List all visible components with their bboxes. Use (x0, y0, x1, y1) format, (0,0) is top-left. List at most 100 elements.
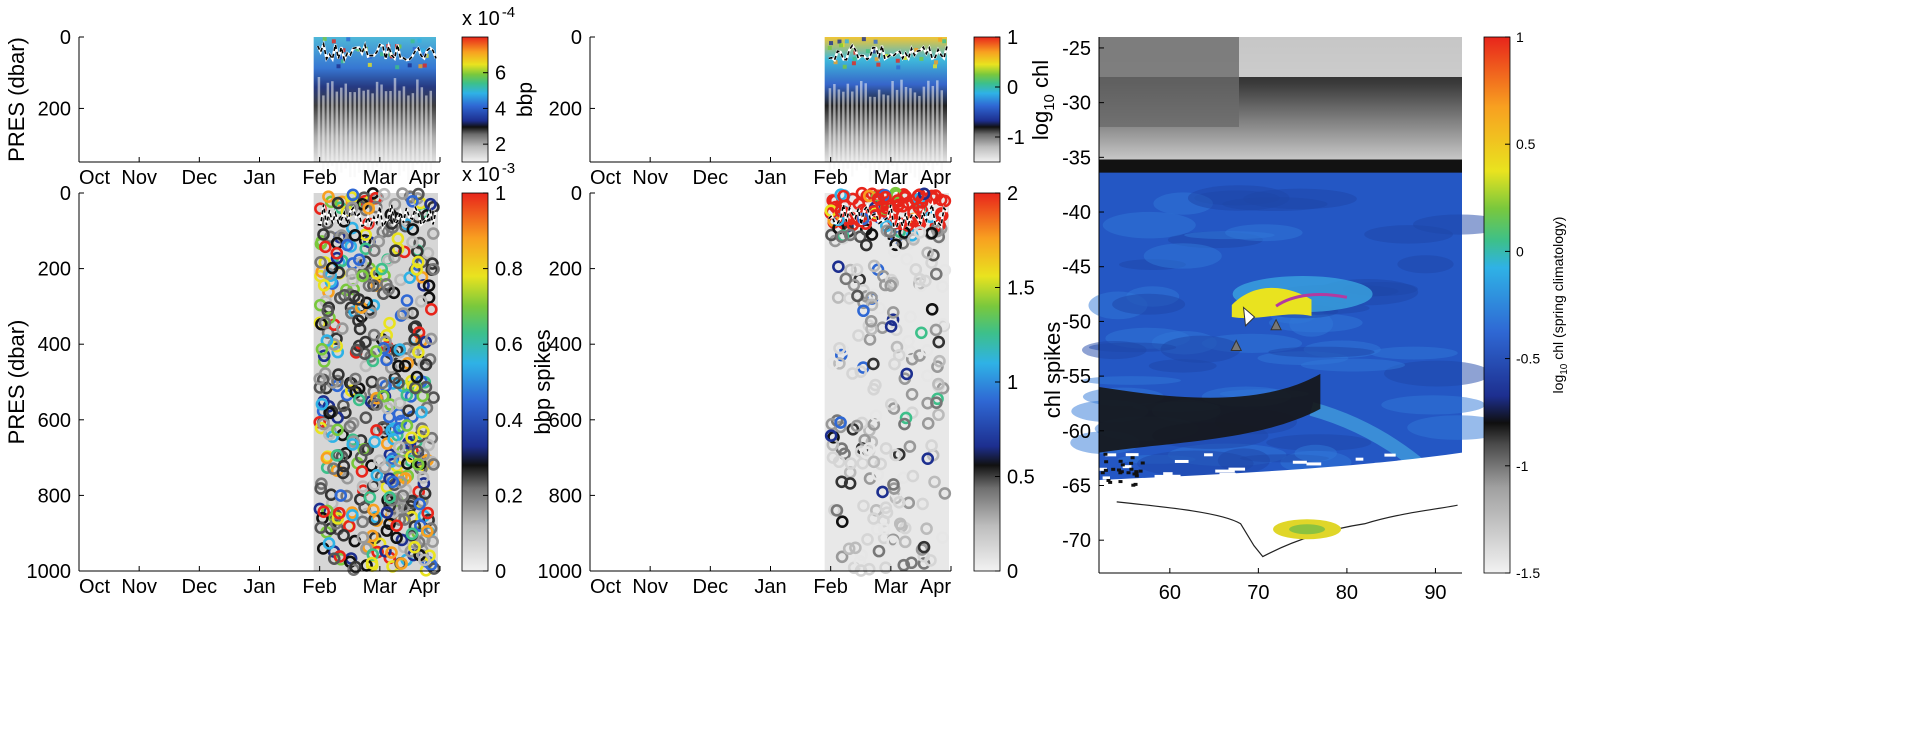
spike-marker (898, 417, 911, 431)
profile-cell (407, 63, 412, 68)
colorbar-tick-label: 1.5 (1007, 278, 1035, 300)
map-speckle (1129, 461, 1134, 465)
spike-marker (865, 228, 879, 241)
spike-marker (330, 246, 344, 260)
spike-marker (855, 548, 868, 562)
spike-marker (319, 240, 332, 254)
colorbar-ramp (461, 36, 489, 163)
map-ice-fleck (1282, 489, 1297, 493)
profile-cell (422, 63, 427, 68)
spike-marker (871, 468, 885, 481)
spike-marker (839, 272, 853, 286)
spike-marker (876, 485, 889, 499)
spike-marker (407, 346, 420, 359)
colorbar-label: bbp (514, 82, 537, 117)
map-speckle (1104, 460, 1109, 464)
profile-gap (362, 90, 365, 176)
spike-marker (412, 345, 425, 359)
spike-marker (915, 326, 928, 340)
x-tick-label: 60 (1159, 582, 1181, 604)
x-tick-label: 80 (1336, 582, 1358, 604)
float-track (1275, 293, 1348, 308)
spike-marker (857, 499, 870, 513)
spike-marker (889, 448, 902, 462)
colorbar-tick-label: 1 (495, 183, 506, 205)
spike-marker (927, 248, 940, 262)
profile-cell (919, 56, 924, 61)
chart-panel-map: -25 -30 -35 -40 -45 -50 -55 -60 -65 -70 60 70 80 90 lo… (1028, 29, 1570, 604)
y-tick-label: -70 (1062, 530, 1091, 552)
spike-marker (867, 357, 880, 371)
spike-marker (350, 343, 364, 357)
spike-marker (936, 280, 949, 293)
spike-marker (342, 519, 356, 533)
spike-marker (886, 306, 900, 319)
spike-marker (370, 424, 383, 437)
spike-marker (826, 357, 840, 370)
profile-gap (402, 86, 406, 172)
spike-marker (412, 187, 425, 201)
colorbar-tick-label: -1 (1007, 127, 1025, 149)
colorbar: 2 4 6 bbp x 10 -4 (461, 4, 537, 163)
spike-marker (314, 256, 327, 269)
y-tick-label: 0 (60, 183, 71, 205)
spike-marker (427, 200, 440, 214)
spike-marker (422, 438, 435, 452)
profile-gap (842, 91, 845, 177)
spike-marker (847, 278, 861, 292)
profile-gap (326, 82, 330, 168)
spike-marker (383, 316, 396, 330)
profile-cell (341, 59, 346, 64)
profile-gap (411, 93, 415, 179)
spike-marker (396, 187, 409, 200)
profile-cell (861, 37, 866, 42)
colorbar-tick-label: 0.8 (495, 259, 523, 281)
spike-marker (863, 442, 876, 455)
map-ocean-texture (1268, 346, 1375, 358)
spike-marker (410, 370, 424, 384)
spike-marker (406, 223, 420, 236)
spike-marker (315, 397, 329, 411)
spike-marker (334, 489, 348, 502)
map-ice-fleck (1450, 455, 1458, 459)
spike-marker (862, 562, 876, 576)
colorbar-tick-label: 0.5 (1516, 136, 1536, 152)
spike-marker (921, 369, 934, 383)
y-tick-label: 0 (571, 27, 582, 49)
x-tick-label: Mar (363, 167, 398, 189)
map-ice-fleck (1384, 453, 1396, 457)
spike-marker (426, 535, 439, 548)
map-speckle (1116, 468, 1121, 472)
spike-marker (849, 541, 862, 555)
spike-marker (427, 458, 440, 471)
spike-marker (331, 196, 345, 210)
x-tick-label: Nov (632, 576, 668, 598)
map-front (1099, 159, 1462, 176)
y-tick-label: -55 (1062, 366, 1091, 388)
x-tick-label: Mar (363, 576, 398, 598)
profile-cell (827, 45, 832, 50)
profile-gap (348, 92, 352, 178)
spike-marker (393, 396, 407, 410)
profile-gap (833, 84, 836, 170)
map-ice-fleck (1122, 465, 1132, 469)
map-ocean-texture (1112, 293, 1186, 315)
spike-marker (367, 299, 381, 312)
colorbar-tick-label: 4 (495, 98, 506, 120)
spike-marker (867, 383, 880, 396)
spike-marker (886, 276, 900, 290)
profile-cell (355, 46, 360, 51)
spike-marker (345, 221, 359, 235)
chart-panel-bottom-left: 0 200 400 600 800 1000 Oct Nov Dec Jan Feb Mar Apr PR… (4, 160, 523, 598)
profile-gap (922, 86, 926, 172)
y-tick-label: 200 (38, 259, 71, 281)
spike-marker (356, 515, 369, 529)
spike-marker (346, 188, 360, 202)
spike-marker (925, 439, 938, 452)
spike-marker (850, 419, 864, 433)
map-bloom-core (1231, 287, 1312, 319)
profile-cell (895, 58, 900, 63)
spike-marker (389, 244, 402, 258)
spike-marker (933, 354, 946, 368)
map-speckle (1103, 452, 1108, 456)
